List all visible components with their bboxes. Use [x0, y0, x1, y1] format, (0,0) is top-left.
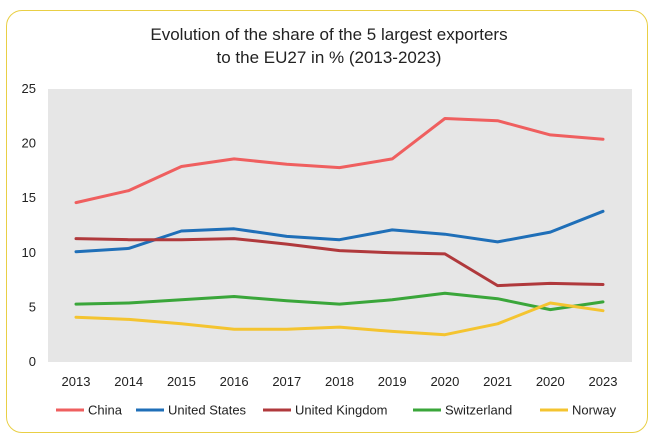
legend-label-united-states: United States — [168, 403, 247, 418]
series-line-united-kingdom — [74, 237, 605, 288]
x-tick-label: 2017 — [272, 374, 301, 389]
y-tick-label: 10 — [22, 245, 36, 260]
x-tick-label: 2020 — [430, 374, 459, 389]
plot-area — [48, 89, 632, 362]
legend-label-switzerland: Switzerland — [445, 403, 512, 418]
x-tick-label: 2013 — [62, 374, 91, 389]
series-line-china — [74, 117, 605, 205]
y-tick-label: 25 — [22, 81, 36, 96]
legend-label-united-kingdom: United Kingdom — [295, 403, 388, 418]
x-tick-label: 2015 — [167, 374, 196, 389]
x-tick-label: 2018 — [325, 374, 354, 389]
series-line-norway — [74, 301, 605, 337]
y-tick-label: 0 — [29, 354, 36, 369]
chart-title-line-2: to the EU27 in % (2013-2023) — [216, 48, 442, 67]
series-line-united-states — [74, 209, 605, 254]
x-tick-label: 2014 — [114, 374, 143, 389]
legend-label-china: China — [88, 403, 123, 418]
series-line-switzerland — [74, 291, 605, 312]
y-tick-label: 5 — [29, 299, 36, 314]
x-tick-label: 2020 — [536, 374, 565, 389]
legend-label-norway: Norway — [572, 403, 617, 418]
x-tick-label: 2019 — [378, 374, 407, 389]
chart-title-line-1: Evolution of the share of the 5 largest … — [150, 25, 508, 44]
y-tick-label: 15 — [22, 190, 36, 205]
x-tick-label: 2023 — [589, 374, 618, 389]
y-tick-label: 20 — [22, 136, 36, 151]
x-tick-label: 2016 — [220, 374, 249, 389]
x-tick-label: 2021 — [483, 374, 512, 389]
